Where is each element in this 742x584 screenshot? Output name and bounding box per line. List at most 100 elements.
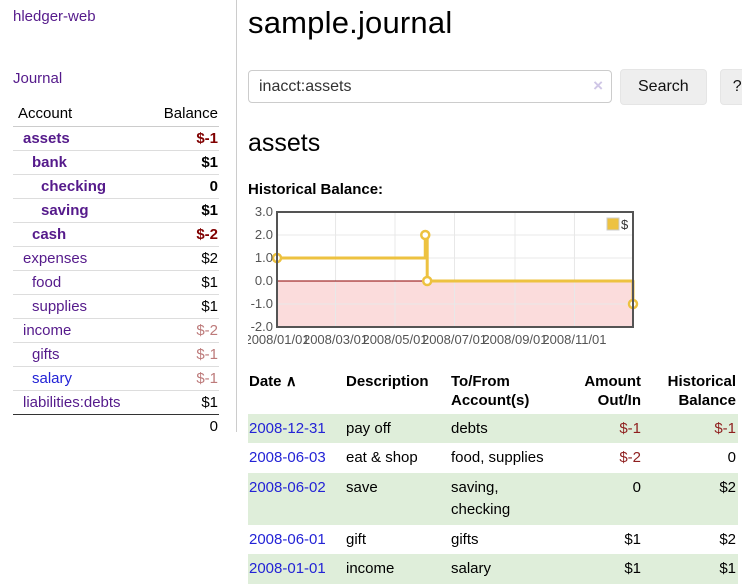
transaction-accounts: gifts bbox=[451, 530, 479, 548]
date-column-header[interactable]: Date ∧ bbox=[249, 372, 297, 390]
sidebar-account-link-bank[interactable]: bank bbox=[32, 154, 68, 171]
page-title: sample.journal bbox=[248, 5, 453, 40]
chart-svg: $3.0 2.0 1.0 0.0 -1.0 -2.02008/01/012008/03/0… bbox=[244, 204, 639, 347]
transaction-description: gift bbox=[346, 530, 367, 548]
transaction-date-link[interactable]: 2008-12-31 bbox=[249, 419, 326, 437]
account-table-body: assets $-1 bank $1 checking 0 saving $1 cash $-2 e… bbox=[13, 126, 219, 439]
search-input[interactable] bbox=[248, 70, 612, 104]
transaction-date-link[interactable]: 2008-06-03 bbox=[249, 449, 326, 467]
transaction-description: save bbox=[346, 479, 378, 497]
account-balance: $1 bbox=[145, 270, 219, 295]
x-tick-label: 2008/09/01 bbox=[482, 332, 547, 347]
account-row: liabilities:debts $1 bbox=[13, 390, 219, 415]
search-input-wrap: × bbox=[248, 70, 612, 104]
account-table-header-row: Account Balance bbox=[13, 103, 219, 127]
legend-label: $ bbox=[621, 217, 629, 232]
y-tick-label: 2.0 bbox=[255, 227, 273, 242]
register-row: 2008-06-01 gift gifts $1 $2 bbox=[248, 525, 738, 555]
transaction-balance: 0 bbox=[727, 449, 736, 467]
transaction-balance: $-1 bbox=[714, 419, 736, 437]
transaction-amount: $1 bbox=[624, 530, 641, 548]
transaction-balance: $1 bbox=[719, 560, 736, 578]
account-balance: $1 bbox=[145, 150, 219, 175]
account-balance: 0 bbox=[145, 174, 219, 199]
accounts-total-row: 0 bbox=[13, 415, 219, 439]
transaction-balance: $2 bbox=[719, 530, 736, 548]
legend-color-box bbox=[606, 217, 620, 231]
register-row: 2008-01-01 income salary $1 $1 bbox=[248, 554, 738, 584]
transaction-accounts: salary bbox=[451, 560, 492, 578]
plot-border bbox=[276, 210, 634, 328]
account-row: food $1 bbox=[13, 270, 219, 295]
clear-search-icon[interactable]: × bbox=[593, 76, 603, 96]
sidebar-account-link-expenses[interactable]: expenses bbox=[23, 250, 88, 267]
x-tick-label: 2008/11/01 bbox=[542, 332, 606, 347]
accounts-total-value: 0 bbox=[209, 418, 218, 435]
transaction-description: eat & shop bbox=[346, 449, 418, 467]
sidebar-account-link-salary[interactable]: salary bbox=[32, 370, 73, 387]
amount-column-header: Amount Out/In bbox=[584, 372, 641, 410]
y-tick-label: -1.0 bbox=[251, 296, 273, 311]
transaction-amount: $-1 bbox=[619, 419, 641, 437]
x-tick-label: 2008/07/01 bbox=[422, 332, 487, 347]
sidebar-account-link-liabilities-debts[interactable]: liabilities:debts bbox=[23, 394, 121, 411]
y-tick-label: 1.0 bbox=[255, 250, 273, 265]
account-balance: $-1 bbox=[145, 366, 219, 391]
accounts-column-header: To/From Account(s) bbox=[451, 372, 530, 410]
y-tick-label: 0.0 bbox=[255, 273, 273, 288]
sidebar-account-link-gifts[interactable]: gifts bbox=[32, 346, 60, 363]
transaction-description: income bbox=[346, 560, 395, 578]
account-balance: $1 bbox=[145, 294, 219, 319]
account-row: expenses $2 bbox=[13, 246, 219, 271]
register-row: 2008-06-02 save saving, checking 0 $2 bbox=[248, 473, 738, 525]
sidebar-account-link-income[interactable]: income bbox=[23, 322, 72, 339]
account-column-header: Account bbox=[13, 103, 146, 127]
account-row: bank $1 bbox=[13, 150, 219, 175]
description-column-header: Description bbox=[346, 372, 429, 390]
main-content: sample.journal × Search ? assets Histori… bbox=[244, 0, 742, 584]
transaction-description: pay off bbox=[346, 419, 391, 437]
account-balance-table: Account Balance assets $-1 bank $1 checking 0… bbox=[13, 103, 219, 438]
data-point-marker bbox=[420, 229, 431, 240]
account-row: checking 0 bbox=[13, 174, 219, 199]
register-table-body: 2008-12-31 pay off debts $-1 $-1 2008-06-03 ea… bbox=[248, 413, 738, 584]
account-row: assets $-1 bbox=[13, 126, 219, 151]
sidebar-account-link-checking[interactable]: checking bbox=[41, 178, 107, 195]
account-row: income $-2 bbox=[13, 318, 219, 343]
sidebar-account-link-food[interactable]: food bbox=[32, 274, 62, 291]
help-button[interactable]: ? bbox=[719, 68, 742, 105]
sidebar-account-link-saving[interactable]: saving bbox=[41, 202, 89, 219]
transaction-amount: $-2 bbox=[619, 449, 641, 467]
balance-column-header: Historical Balance bbox=[667, 372, 736, 410]
account-row: saving $1 bbox=[13, 198, 219, 223]
balance-column-header: Balance bbox=[145, 103, 219, 127]
search-button[interactable]: Search bbox=[620, 68, 707, 105]
y-tick-label: -2.0 bbox=[251, 319, 273, 334]
sidebar-account-link-supplies[interactable]: supplies bbox=[32, 298, 88, 315]
y-tick-label: 3.0 bbox=[255, 205, 273, 219]
account-row: supplies $1 bbox=[13, 294, 219, 319]
account-balance: $2 bbox=[145, 246, 219, 271]
account-balance: $1 bbox=[145, 390, 219, 415]
sidebar: hledger-web Journal Account Balance asse… bbox=[0, 0, 237, 435]
transaction-accounts: saving, checking bbox=[451, 479, 511, 518]
account-row: gifts $-1 bbox=[13, 342, 219, 367]
sidebar-item-journal[interactable]: Journal bbox=[13, 70, 63, 87]
account-row: cash $-2 bbox=[13, 222, 219, 247]
account-balance: $-1 bbox=[145, 126, 219, 151]
register-table: Date ∧ Description To/From Account(s) Am… bbox=[248, 369, 738, 584]
register-row: 2008-06-03 eat & shop food, supplies $-2 0 bbox=[248, 443, 738, 473]
sidebar-account-link-cash[interactable]: cash bbox=[32, 226, 67, 243]
account-row: salary $-1 bbox=[13, 366, 219, 391]
x-tick-label: 2008/01/01 bbox=[248, 332, 310, 347]
sidebar-account-link-assets[interactable]: assets bbox=[23, 130, 70, 147]
register-header-row: Date ∧ Description To/From Account(s) Am… bbox=[248, 369, 738, 414]
transaction-date-link[interactable]: 2008-06-02 bbox=[249, 479, 326, 497]
account-balance: $-1 bbox=[145, 342, 219, 367]
historical-balance-chart: $3.0 2.0 1.0 0.0 -1.0 -2.0 2008/01/01 2008/03/0… bbox=[244, 204, 678, 352]
app-brand-link[interactable]: hledger-web bbox=[13, 8, 96, 25]
transaction-date-link[interactable]: 2008-01-01 bbox=[249, 560, 326, 578]
transaction-amount: 0 bbox=[632, 479, 641, 497]
account-heading: assets bbox=[248, 128, 321, 157]
transaction-date-link[interactable]: 2008-06-01 bbox=[249, 530, 326, 548]
